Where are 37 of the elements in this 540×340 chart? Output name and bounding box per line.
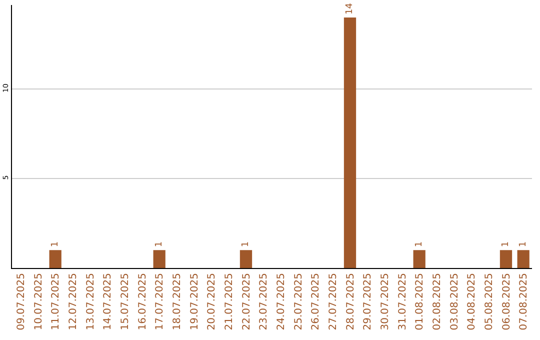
x-tick-label: 24.07.2025 (276, 273, 287, 330)
x-tick-label: 26.07.2025 (310, 273, 322, 330)
data-label: 1 (241, 241, 251, 248)
x-tick-label: 20.07.2025 (206, 273, 218, 330)
x-tick-label: 15.07.2025 (120, 273, 131, 330)
x-tick-label: 17.07.2025 (154, 273, 166, 330)
x-tick-label: 23.07.2025 (258, 273, 270, 330)
x-tick-label: 21.07.2025 (224, 273, 235, 330)
x-tick-label: 07.08.2025 (518, 273, 530, 330)
data-label: 1 (50, 241, 60, 248)
x-tick-label: 12.07.2025 (68, 273, 79, 330)
data-label: 1 (414, 241, 424, 248)
x-tick-label: 16.07.2025 (137, 273, 148, 330)
x-tick-label: 28.07.2025 (345, 273, 356, 330)
x-tick-label: 06.08.2025 (501, 273, 512, 330)
data-label: 1 (501, 241, 511, 248)
data-label: 14 (345, 2, 355, 15)
x-tick-label: 03.08.2025 (449, 273, 460, 330)
x-tick-label: 19.07.2025 (189, 273, 200, 330)
x-tick-label: 04.08.2025 (466, 273, 478, 330)
x-tick-label: 27.07.2025 (328, 273, 339, 330)
data-label: 1 (518, 241, 528, 248)
x-tick-label: 29.07.2025 (362, 273, 374, 330)
x-tick-label: 31.07.2025 (397, 273, 408, 330)
x-tick-label: 18.07.2025 (172, 273, 183, 330)
x-tick-label: 30.07.2025 (380, 273, 391, 330)
data-label: 1 (154, 241, 164, 248)
x-tick-label: 22.07.2025 (241, 273, 252, 330)
x-tick-label: 02.08.2025 (432, 273, 443, 330)
x-tick-label: 09.07.2025 (16, 273, 27, 330)
x-tick-label: 11.07.2025 (50, 273, 62, 330)
x-tick-label: 01.08.2025 (414, 273, 426, 330)
x-tick-label: 14.07.2025 (102, 273, 114, 330)
x-tick-label: 13.07.2025 (85, 273, 96, 330)
x-tick-label: 05.08.2025 (484, 273, 495, 330)
x-tick-label: 25.07.2025 (293, 273, 304, 330)
x-tick-label: 10.07.2025 (33, 273, 44, 330)
